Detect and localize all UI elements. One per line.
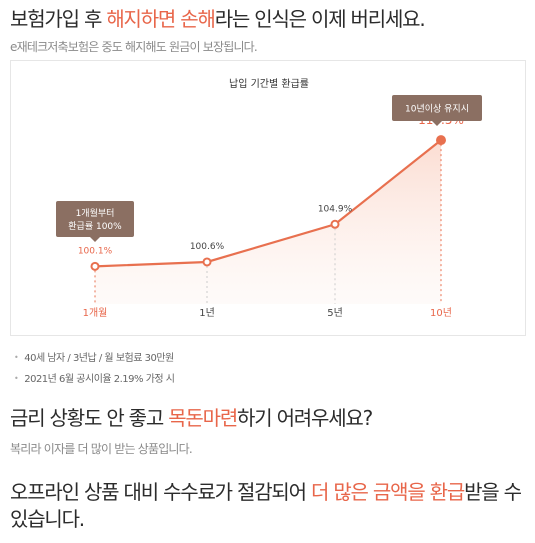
chart-annotation-text: 10년이상 유지시 [405, 104, 469, 115]
chart-data-label: 104.9% [318, 204, 353, 214]
headline-lump-sum: 금리 상황도 안 좋고 목돈마련하기 어려우세요? [10, 405, 373, 432]
headline-text: 라는 인식은 이제 버리세요. [214, 7, 426, 31]
chart-series-line [94, 139, 442, 268]
chart-data-label: 100.6% [190, 242, 225, 252]
chart-annotation-text: 1개월부터 [76, 207, 115, 219]
chart-data-label: 100.1% [78, 246, 113, 256]
headline-fee-savings: 오프라인 상품 대비 수수료가 절감되어 더 많은 금액을 환급받을 수 있습니… [10, 479, 530, 533]
headline-text: 받을 수 있습니다. [10, 480, 522, 531]
headline-text: 하기 어려우세요? [237, 406, 373, 430]
chart-x-tick-label: 10년 [430, 307, 452, 319]
refund-rate-chart-svg: 납입 기간별 환급률 100.1%100.6%104.9%114.5%1개월1년… [56, 77, 482, 319]
chart-annotation-pointer [432, 121, 442, 126]
chart-annotation-tag [56, 201, 134, 237]
chart-point [436, 135, 446, 146]
chart-point [202, 257, 212, 267]
headline-text: 오프라인 상품 대비 수수료가 절감되어 [10, 480, 311, 504]
headline-text: 금리 상황도 안 좋고 [10, 406, 169, 430]
subtitle-principal-guarantee: e재테크저축보험은 중도 해지해도 원금이 보장됩니다. [10, 40, 258, 54]
subtitle-compound-interest: 복리라 이자를 더 많이 받는 상품입니다. [10, 442, 193, 456]
headline-accent: 목돈마련 [168, 406, 238, 430]
chart-annotation-text: 환급률 100% [68, 220, 122, 232]
chart-title: 납입 기간별 환급률 [229, 77, 309, 90]
headline-accent: 더 많은 금액을 환급 [311, 480, 465, 504]
headline-text: 보험가입 후 [10, 7, 107, 31]
chart-point [330, 219, 340, 229]
chart-x-tick-label: 5년 [327, 307, 343, 319]
chart-x-tick-label: 1개월 [83, 307, 108, 319]
note-assumption-rate: 2021년 6월 공시이율 2.19% 가정 시 [14, 370, 175, 385]
note-assumption-profile: 40세 남자 / 3년납 / 월 보험료 30만원 [14, 349, 174, 364]
chart-annotation-pointer [90, 237, 100, 242]
headline-refund-loss: 보험가입 후 해지하면 손해라는 인식은 이제 버리세요. [10, 6, 426, 33]
refund-rate-chart: 납입 기간별 환급률 100.1%100.6%104.9%114.5%1개월1년… [10, 60, 526, 336]
chart-area-fill [95, 140, 441, 304]
headline-accent: 해지하면 손해 [106, 7, 216, 31]
chart-point [90, 261, 100, 271]
chart-x-tick-label: 1년 [199, 307, 215, 319]
chart-annotation-tag [392, 95, 482, 121]
